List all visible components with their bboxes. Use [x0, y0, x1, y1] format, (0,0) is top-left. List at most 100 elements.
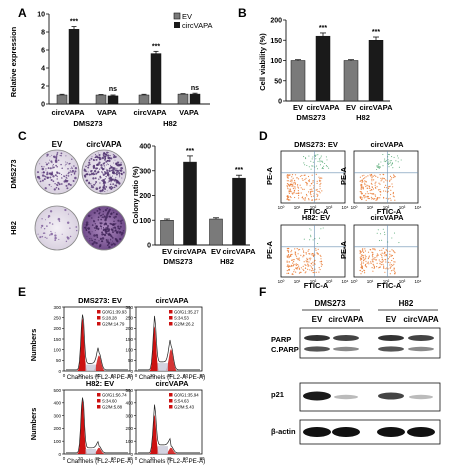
g0g1-peak: [76, 317, 89, 371]
histogram-curve: [138, 404, 200, 454]
event-dot: [365, 185, 367, 188]
event-dot: [312, 253, 314, 255]
colony: [109, 174, 111, 176]
event-dot: [393, 175, 395, 177]
event-dot: [313, 262, 315, 264]
flow-xtick-label: 10³: [399, 279, 406, 284]
event-dot: [359, 259, 361, 261]
event-dot: [319, 268, 321, 271]
flow-xtick-label: 10³: [399, 205, 406, 210]
legend-entry: G2/M:14.79: [102, 321, 125, 326]
event-dot: [287, 174, 289, 176]
event-dot: [400, 159, 402, 161]
event-dot: [297, 178, 300, 180]
event-dot: [297, 264, 299, 266]
event-dot: [383, 231, 386, 233]
event-dot: [286, 183, 289, 185]
colony: [115, 213, 118, 216]
colony: [85, 229, 88, 232]
event-dot: [390, 193, 392, 196]
colony: [106, 240, 109, 243]
event-dot: [387, 159, 389, 161]
event-dot: [304, 164, 306, 166]
band-parp-3: [378, 335, 404, 341]
g2m-peak: [94, 447, 104, 454]
event-dot: [374, 249, 376, 251]
plot-frame: [353, 150, 419, 204]
event-dot: [303, 261, 305, 263]
colony: [105, 171, 107, 173]
colony: [60, 183, 63, 185]
bar-circvapa-2: [107, 95, 119, 105]
colony: [108, 245, 111, 249]
bar-ev-2: [95, 94, 107, 105]
event-dot: [315, 248, 317, 250]
event-dot: [391, 237, 393, 239]
event-dot: [386, 250, 389, 252]
bar-circvapa-1: [68, 29, 80, 105]
event-dot: [377, 176, 379, 178]
event-dot: [362, 187, 364, 189]
colony: [105, 175, 107, 177]
colony: [119, 225, 122, 228]
colony: [100, 214, 103, 217]
event-dot: [365, 263, 367, 266]
event-dot: [319, 261, 321, 263]
colony: [49, 176, 52, 179]
event-dot: [372, 263, 374, 265]
event-dot: [364, 248, 366, 250]
event-dot: [319, 160, 321, 162]
event-dot: [308, 249, 310, 251]
dish-h82-ev: [34, 205, 80, 251]
event-dot: [321, 167, 323, 169]
colony: [117, 169, 118, 171]
event-dot: [384, 161, 387, 163]
event-dot: [378, 166, 381, 168]
event-dot: [286, 270, 288, 272]
event-dot: [379, 263, 381, 265]
colony: [110, 238, 112, 240]
dish-plate: [81, 149, 127, 195]
event-dot: [393, 261, 395, 263]
colony: [60, 152, 63, 155]
event-dot: [361, 257, 363, 259]
colony: [100, 226, 103, 228]
colony: [95, 241, 98, 245]
event-dot: [360, 183, 362, 186]
event-dot: [387, 261, 389, 263]
event-dot: [295, 254, 297, 256]
colony: [102, 227, 105, 229]
colony: [36, 171, 40, 174]
event-dot: [372, 261, 374, 263]
event-dot: [376, 256, 378, 258]
band-actin-1: [303, 427, 331, 437]
colony: [102, 213, 104, 216]
event-dot: [320, 177, 322, 179]
panel-b-ytick-label: 50: [274, 78, 282, 85]
event-dot: [383, 265, 385, 267]
colony: [43, 178, 46, 181]
event-dot: [302, 198, 304, 200]
event-dot: [297, 259, 299, 261]
event-dot: [390, 189, 392, 191]
event-dot: [371, 259, 373, 261]
event-dot: [388, 256, 391, 258]
event-dot: [314, 199, 316, 201]
event-dot: [304, 264, 306, 266]
event-dot: [382, 263, 384, 265]
colony: [41, 174, 45, 177]
event-dot: [363, 269, 365, 271]
g0g1-peak: [148, 326, 161, 371]
colony: [49, 222, 51, 224]
event-dot: [377, 197, 379, 199]
event-dot: [392, 264, 394, 267]
event-dot: [374, 186, 376, 188]
colony: [116, 164, 119, 167]
colony: [54, 159, 58, 162]
colony: [113, 180, 115, 182]
colony: [44, 236, 46, 239]
colony: [102, 181, 106, 185]
event-dot: [379, 174, 381, 176]
colony: [109, 183, 112, 186]
panel-b-group-2: H82: [356, 113, 370, 122]
